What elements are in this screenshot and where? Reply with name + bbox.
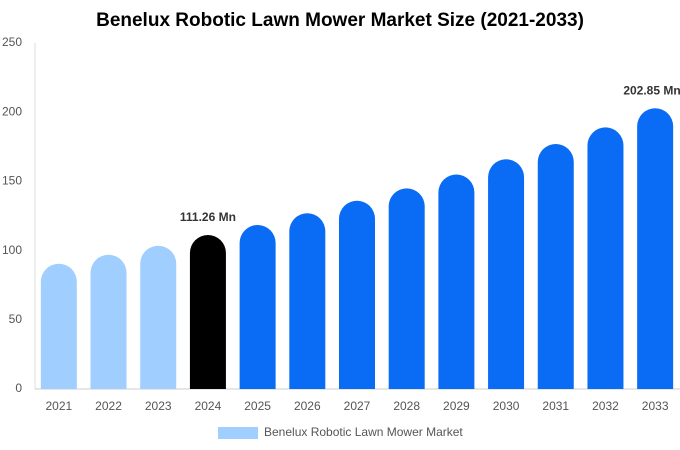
x-tick-label: 2023 bbox=[145, 399, 172, 413]
bar bbox=[488, 159, 525, 389]
bar bbox=[587, 127, 624, 389]
bar bbox=[189, 235, 226, 389]
bar bbox=[537, 144, 574, 389]
x-tick-label: 2033 bbox=[642, 399, 669, 413]
bar bbox=[438, 174, 475, 389]
bar bbox=[339, 200, 375, 389]
bar bbox=[40, 263, 77, 389]
bar bbox=[637, 108, 674, 389]
value-label: 111.26 Mn bbox=[180, 210, 236, 224]
bar bbox=[289, 213, 326, 389]
x-tick-label: 2022 bbox=[95, 399, 122, 413]
x-tick-label: 2032 bbox=[592, 399, 619, 413]
x-tick-label: 2027 bbox=[344, 399, 371, 413]
value-label: 202.85 Mn bbox=[623, 83, 680, 97]
chart-title: Benelux Robotic Lawn Mower Market Size (… bbox=[96, 10, 584, 31]
x-tick-label: 2024 bbox=[195, 399, 222, 413]
y-tick-label: 50 bbox=[9, 312, 23, 326]
bar bbox=[239, 224, 276, 389]
x-tick-label: 2030 bbox=[493, 399, 520, 413]
bar bbox=[140, 245, 177, 389]
y-tick-label: 200 bbox=[2, 104, 22, 118]
x-tick-label: 2021 bbox=[45, 399, 72, 413]
y-tick-label: 150 bbox=[2, 174, 22, 188]
bar bbox=[90, 254, 127, 389]
x-tick-label: 2028 bbox=[393, 399, 420, 413]
bar bbox=[388, 188, 425, 389]
y-tick-label: 250 bbox=[2, 35, 22, 49]
x-tick-label: 2025 bbox=[244, 399, 271, 413]
x-tick-label: 2029 bbox=[443, 399, 470, 413]
y-tick-label: 0 bbox=[15, 381, 22, 395]
x-tick-label: 2026 bbox=[294, 399, 321, 413]
x-tick-label: 2031 bbox=[542, 399, 569, 413]
y-tick-label: 100 bbox=[2, 243, 22, 257]
legend-label: Benelux Robotic Lawn Mower Market bbox=[264, 425, 463, 439]
legend-swatch bbox=[218, 427, 258, 439]
